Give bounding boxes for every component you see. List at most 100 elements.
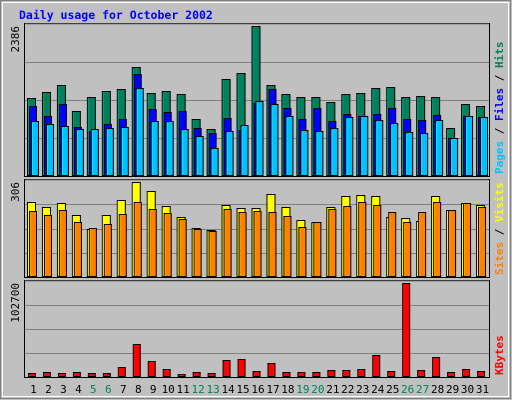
chart-panels: 2386 Pages / Files / Hits 306 Sites / Visit… [9,23,506,378]
bar-kbytes [282,372,291,377]
bar-pages [345,117,354,176]
x-tick-label: 13 [206,383,219,396]
bar-kbytes [357,369,366,377]
legend: Pages / Files / Hits [493,42,506,175]
bar-kbytes [252,371,261,377]
bar-sites [448,210,457,277]
x-tick-label: 11 [177,383,190,396]
bar-sites [388,212,397,277]
legend-entry: / [493,74,506,88]
bar-sites [253,211,262,277]
bar-pages [375,120,384,176]
outer-frame-light [2,2,509,397]
x-tick-label: 28 [431,383,444,396]
bar-sites [43,215,52,277]
panel-middle: 306 Sites / Visits [9,179,506,278]
legend-entry: / [493,228,506,242]
x-tick-label: 9 [150,383,157,396]
x-tick-label: 21 [326,383,339,396]
bar-pages [465,116,474,176]
bar-kbytes [312,372,321,377]
bar-kbytes [102,373,111,377]
bar-kbytes [297,372,306,377]
bar-pages [150,121,159,176]
bar-kbytes [237,359,246,377]
bar-pages [315,131,324,176]
x-tick-label: 24 [371,383,385,396]
x-tick-label: 2 [45,383,52,396]
bar-kbytes [477,371,486,377]
bar-pages [285,116,294,176]
series-sites [29,202,487,277]
bar-sites [298,227,307,277]
bar-kbytes [132,344,141,377]
legend-entry: / [493,127,506,141]
bar-sites [268,212,277,277]
bar-sites [133,202,142,277]
bar-kbytes [447,372,456,377]
bar-sites [313,222,322,277]
x-tick-label: 4 [75,383,82,396]
legend-entry: Sites [493,242,506,275]
bar-sites [403,222,412,277]
bar-sites [193,229,202,277]
bar-pages [420,133,429,176]
bar-kbytes [387,371,396,377]
bar-pages [390,123,399,176]
bar-sites [163,213,172,277]
legend-entry: Files [493,88,506,128]
bar-sites [433,202,442,277]
bar-pages [90,129,99,176]
panel-bottom: 102700 KBytes [9,280,506,378]
bar-pages [135,88,144,176]
bar-pages [45,124,54,176]
x-tick-label: 30 [461,383,474,396]
y-axis-max-label: 306 [9,182,22,202]
x-tick-label: 31 [476,383,489,396]
x-tick-label: 15 [236,383,249,396]
bar-sites [88,228,97,277]
bar-sites [178,219,187,277]
bar-sites [418,212,427,277]
bar-pages [240,125,249,176]
x-tick-label: 23 [356,383,369,396]
bar-kbytes [207,373,216,377]
x-axis-day-labels: 1 2 3 4 5 6 7 8 9 10 11 12 13 14 15 16 17 18 19 20 21 22 23 24 2… [30,383,489,396]
bar-sites [223,209,232,277]
x-tick-label: 3 [60,383,67,396]
bar-pages [405,132,414,176]
panel-top: 2386 Pages / Files / Hits [9,23,506,177]
bar-pages [450,138,459,176]
bar-pages [60,126,69,176]
x-tick-label: 16 [251,383,264,396]
bar-pages [435,120,444,176]
x-tick-label: 1 [30,383,37,396]
x-tick-label: 26 [401,383,414,396]
x-tick-label: 8 [135,383,142,396]
x-tick-label: 7 [120,383,127,396]
x-tick-label: 29 [446,383,459,396]
bar-kbytes [57,373,66,377]
bar-pages [180,129,189,176]
bar-pages [225,131,234,176]
bar-sites [343,206,352,277]
bar-pages [255,101,264,176]
bar-kbytes [267,363,276,377]
bar-sites [238,212,247,277]
y-axis-max-label: 2386 [9,26,22,53]
x-tick-label: 12 [192,383,205,396]
bar-kbytes [327,370,336,377]
series-kbytes [28,283,486,377]
bar-kbytes [417,370,426,377]
bar-kbytes [342,370,351,377]
bar-sites [358,202,367,277]
legend-entry: KBytes [493,335,506,375]
bar-sites [463,203,472,277]
bar-pages [31,121,39,176]
bar-sites [373,205,382,277]
x-tick-label: 17 [266,383,279,396]
bar-sites [328,209,337,277]
bar-pages [210,148,219,176]
